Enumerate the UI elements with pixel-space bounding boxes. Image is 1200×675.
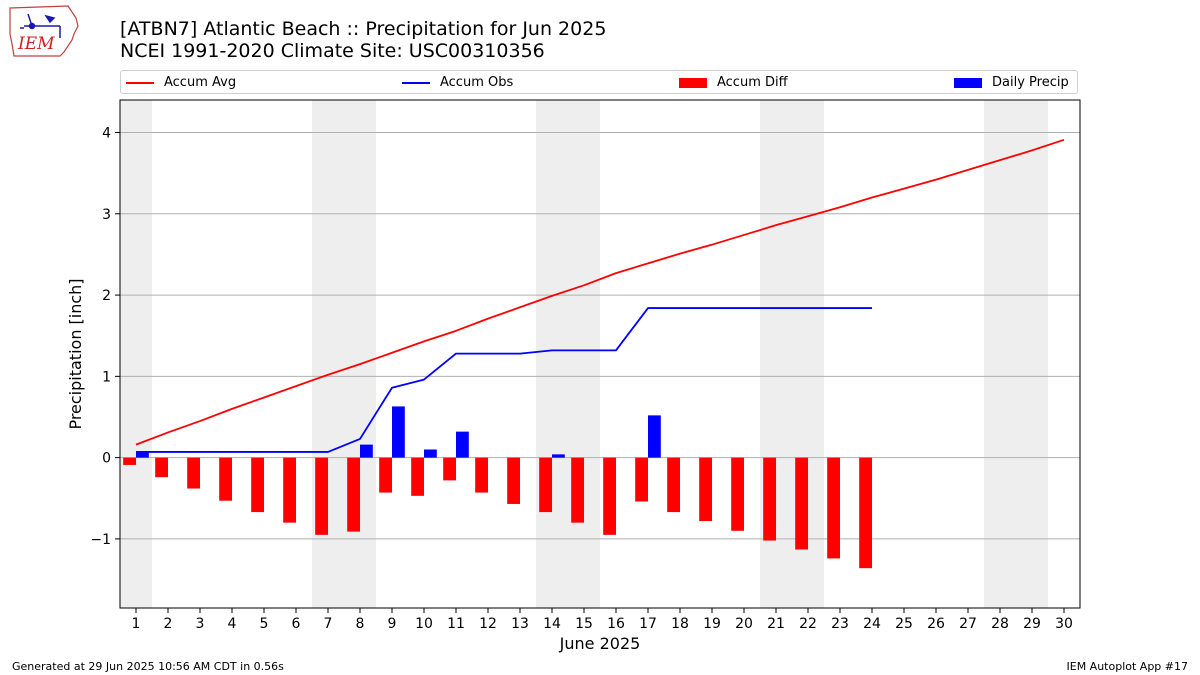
daily-precip-bar <box>424 449 437 458</box>
accum-diff-bar <box>571 457 584 523</box>
x-tick-label: 30 <box>1055 616 1073 632</box>
x-tick-label: 28 <box>991 616 1009 632</box>
x-tick-label: 25 <box>895 616 913 632</box>
plot-frame <box>119 99 1081 609</box>
x-tick-label: 1 <box>132 616 141 632</box>
accum-diff-bar <box>411 457 424 496</box>
legend-item-accum-avg: Accum Avg <box>126 74 236 92</box>
accum-diff-bar <box>603 457 616 535</box>
legend-label-accum-diff: Accum Diff <box>717 75 788 90</box>
x-tick-label: 7 <box>324 616 333 632</box>
daily-precip-bar <box>136 451 149 458</box>
legend-item-accum-obs: Accum Obs <box>402 74 513 92</box>
accum-diff-bar <box>379 457 392 493</box>
y-tick-label: 0 <box>102 451 111 467</box>
chart-legend: Accum Avg Accum Obs Accum Diff Daily Pre… <box>120 70 1078 94</box>
x-tick-label: 26 <box>927 616 945 632</box>
accum-diff-bar <box>763 457 776 541</box>
y-tick-label: 2 <box>102 288 111 304</box>
accum-diff-bar <box>795 457 808 550</box>
x-tick-label: 10 <box>415 616 433 632</box>
legend-swatch-accum-diff <box>679 77 707 88</box>
iem-logo-text: IEM <box>17 34 55 54</box>
x-tick-label: 6 <box>292 616 301 632</box>
daily-precip-bar <box>456 431 469 458</box>
x-tick-label: 8 <box>356 616 365 632</box>
accum-diff-bar <box>507 457 520 504</box>
generated-footer: Generated at 29 Jun 2025 10:56 AM CDT in… <box>12 660 284 673</box>
daily-precip-bar <box>552 454 565 458</box>
x-tick-label: 22 <box>799 616 817 632</box>
legend-swatch-accum-obs <box>402 81 430 84</box>
daily-precip-bar <box>392 406 405 458</box>
accum-obs-line <box>136 307 872 453</box>
daily-precip-bar <box>648 415 661 458</box>
accum-diff-bar <box>859 457 872 569</box>
x-tick-label: 3 <box>196 616 205 632</box>
x-tick-label: 19 <box>703 616 721 632</box>
y-tick-label: 3 <box>102 207 111 223</box>
y-tick-label: 1 <box>102 369 111 385</box>
accum-diff-bar <box>283 457 296 523</box>
x-tick-label: 21 <box>767 616 785 632</box>
legend-item-daily-precip: Daily Precip <box>954 74 1069 92</box>
x-tick-label: 23 <box>831 616 849 632</box>
accum-diff-bar <box>475 457 488 493</box>
daily-precip-bar <box>360 444 373 458</box>
accum-diff-bar <box>347 457 360 532</box>
accum-diff-bar <box>187 457 200 489</box>
x-tick-label: 11 <box>447 616 465 632</box>
x-tick-label: 29 <box>1023 616 1041 632</box>
x-tick-label: 2 <box>164 616 173 632</box>
accum-diff-bar <box>539 457 552 513</box>
app-footer: IEM Autoplot App #17 <box>1066 660 1189 673</box>
weekend-band <box>984 100 1048 608</box>
state-outline <box>9 5 79 57</box>
accum-avg-line <box>135 138 1065 446</box>
x-tick-label: 12 <box>479 616 497 632</box>
x-tick-label: 17 <box>639 616 657 632</box>
x-tick-label: 20 <box>735 616 753 632</box>
chart-title: [ATBN7] Atlantic Beach :: Precipitation … <box>120 18 607 40</box>
x-tick-label: 9 <box>388 616 397 632</box>
accum-diff-bar <box>155 457 168 478</box>
accum-diff-bar <box>635 457 648 502</box>
x-tick-label: 5 <box>260 616 269 632</box>
x-axis-label: June 2025 <box>559 634 641 653</box>
legend-label-daily-precip: Daily Precip <box>992 75 1069 90</box>
x-tick-label: 16 <box>607 616 625 632</box>
accum-diff-bar <box>219 457 232 501</box>
accum-diff-bar <box>667 457 680 513</box>
x-tick-label: 15 <box>575 616 593 632</box>
x-tick-label: 18 <box>671 616 689 632</box>
weekend-band <box>120 100 152 608</box>
weekend-band <box>536 100 600 608</box>
y-tick-label: −1 <box>90 532 111 548</box>
weather-station-icon <box>20 13 61 38</box>
accum-diff-bar <box>699 457 712 522</box>
legend-label-accum-avg: Accum Avg <box>164 75 237 90</box>
x-tick-label: 14 <box>543 616 561 632</box>
x-tick-label: 27 <box>959 616 977 632</box>
x-tick-label: 13 <box>511 616 529 632</box>
y-axis-label: Precipitation [inch] <box>66 278 85 429</box>
x-tick-label: 4 <box>228 616 237 632</box>
y-tick-label: 4 <box>102 126 111 142</box>
legend-label-accum-obs: Accum Obs <box>440 75 514 90</box>
accum-diff-bar <box>123 457 136 465</box>
x-tick-label: 24 <box>863 616 881 632</box>
iem-logo: IEM <box>9 5 79 57</box>
legend-swatch-accum-avg <box>126 81 154 84</box>
accum-diff-bar <box>827 457 840 559</box>
accum-diff-bar <box>443 457 456 481</box>
chart-subtitle: NCEI 1991-2020 Climate Site: USC00310356 <box>120 40 545 62</box>
accum-diff-bar <box>251 457 264 513</box>
accum-diff-bar <box>731 457 744 531</box>
accum-diff-bar <box>315 457 328 535</box>
legend-item-accum-diff: Accum Diff <box>679 74 788 92</box>
legend-swatch-daily-precip <box>954 77 982 88</box>
